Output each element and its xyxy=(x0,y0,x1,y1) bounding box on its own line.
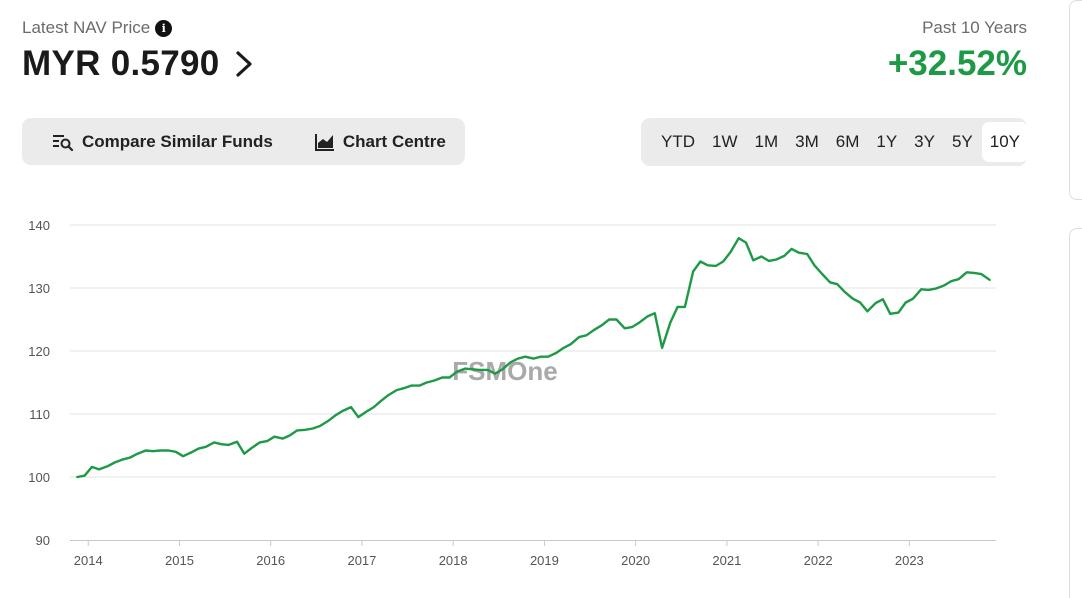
x-tick-label: 2014 xyxy=(74,553,103,568)
x-tick-label: 2019 xyxy=(530,553,559,568)
x-tick-label: 2017 xyxy=(347,553,376,568)
compare-label: Compare Similar Funds xyxy=(82,131,273,151)
range-1y-button[interactable]: 1Y xyxy=(876,132,898,151)
period-return: +32.52% xyxy=(887,44,1027,83)
range-1m-button[interactable]: 1M xyxy=(754,132,779,151)
x-tick-label: 2018 xyxy=(439,553,468,568)
x-tick-label: 2015 xyxy=(165,553,194,568)
nav-series-line xyxy=(76,236,991,479)
chart-centre-label: Chart Centre xyxy=(342,131,446,151)
period-label: Past 10 Years xyxy=(922,18,1027,37)
side-panel-edge xyxy=(1069,228,1082,598)
range-3m-button[interactable]: 3M xyxy=(795,132,819,151)
y-tick-label: 90 xyxy=(36,533,50,548)
range-1w-button[interactable]: 1W xyxy=(712,132,738,151)
compare-search-icon xyxy=(53,134,74,151)
x-tick-label: 2021 xyxy=(712,553,741,568)
area-chart-icon xyxy=(314,133,334,151)
y-tick-label: 100 xyxy=(28,470,50,485)
fsmone-watermark: FSMOne xyxy=(452,356,557,386)
chevron-right-icon[interactable] xyxy=(234,49,254,79)
x-tick-label: 2023 xyxy=(895,553,924,568)
range-3y-button[interactable]: 3Y xyxy=(914,132,935,151)
range-10y-button[interactable]: 10Y xyxy=(981,122,1029,162)
range-6m-button[interactable]: 6M xyxy=(835,132,860,151)
nav-label-row: Latest NAV Price i xyxy=(22,18,173,38)
nav-value: MYR 0.5790 xyxy=(22,44,220,83)
range-selector: YTD 1W 1M 3M 6M 1Y 3Y 5Y 10Y xyxy=(641,118,1029,166)
x-tick-label: 2022 xyxy=(804,553,833,568)
y-tick-label: 140 xyxy=(28,218,50,233)
compare-similar-funds-button[interactable]: Compare Similar Funds xyxy=(52,132,273,152)
range-ytd-button[interactable]: YTD xyxy=(661,132,695,151)
chart-centre-button[interactable]: Chart Centre xyxy=(314,131,446,152)
y-tick-label: 130 xyxy=(28,281,50,296)
info-icon[interactable]: i xyxy=(155,19,173,37)
tools-bar: Compare Similar Funds Chart Centre xyxy=(22,118,465,165)
side-panel-edge xyxy=(1069,0,1082,200)
range-5y-button[interactable]: 5Y xyxy=(951,132,973,151)
nav-label: Latest NAV Price xyxy=(22,18,151,37)
y-tick-label: 110 xyxy=(29,407,50,422)
y-tick-label: 120 xyxy=(28,344,50,359)
x-tick-label: 2016 xyxy=(256,553,285,568)
nav-price-row[interactable]: MYR 0.5790 xyxy=(22,44,254,84)
x-tick-label: 2020 xyxy=(621,553,650,568)
